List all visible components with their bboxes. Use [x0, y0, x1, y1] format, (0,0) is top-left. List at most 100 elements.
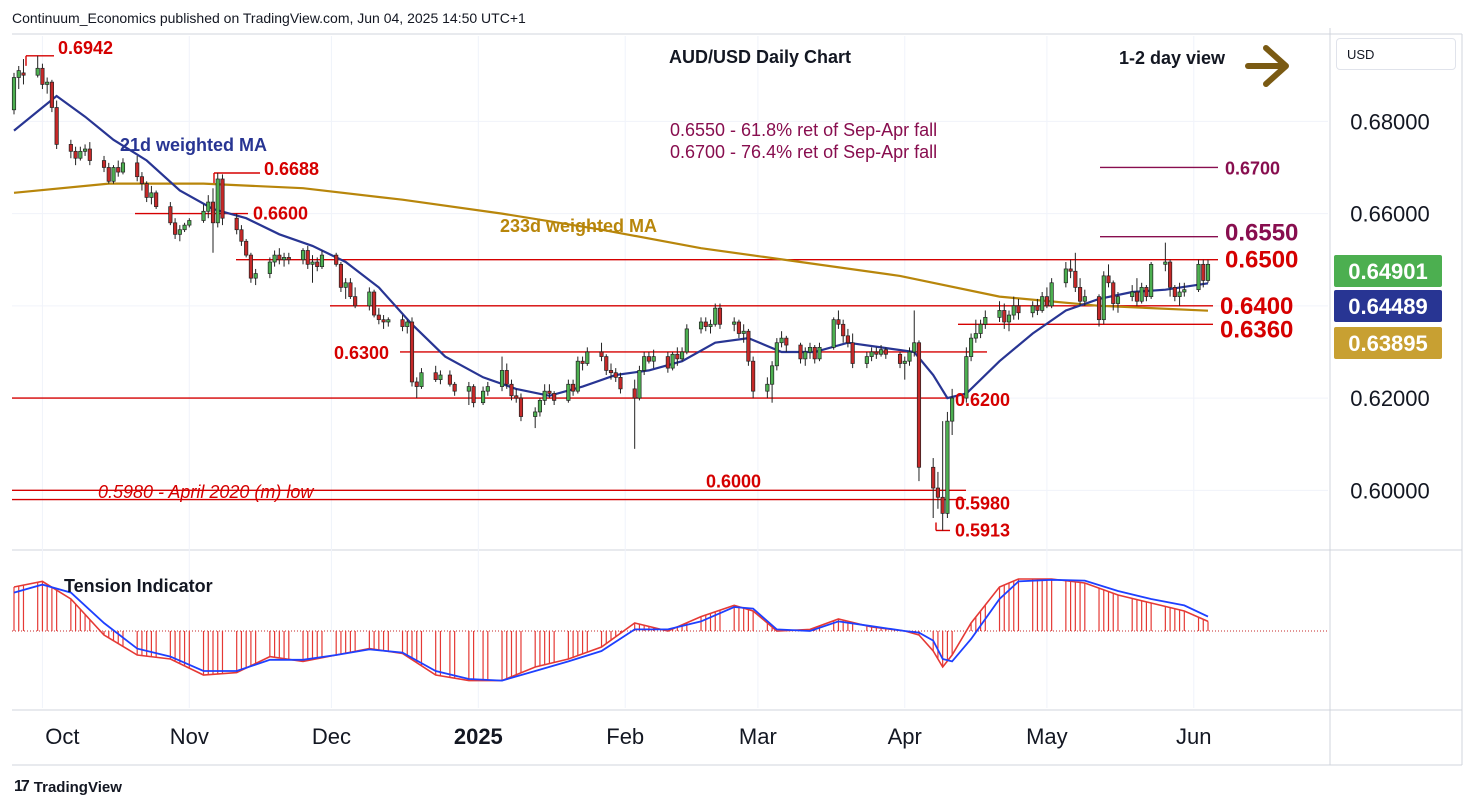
candle-body [376, 314, 381, 321]
candle [239, 225, 244, 246]
candle-body [220, 178, 225, 219]
candle-body [741, 330, 746, 334]
candle [215, 172, 220, 228]
candle-body [779, 337, 784, 344]
candle [1196, 259, 1201, 292]
ma233-label: 233d weighted MA [500, 216, 657, 236]
candle-body [698, 321, 704, 330]
candle [485, 381, 490, 396]
candle-body [547, 390, 552, 394]
candle [916, 340, 922, 482]
candle [447, 370, 452, 387]
tension-line [13, 578, 1209, 682]
retracement-note-1: 0.6550 - 61.8% ret of Sep-Apr fall [670, 120, 937, 140]
candle [680, 347, 685, 362]
candle-body [675, 353, 680, 360]
candle [537, 398, 542, 417]
candle [168, 202, 173, 226]
level-label-0_6360: 0.6360 [1220, 316, 1293, 343]
candle [779, 331, 784, 348]
x-tick-label: Jun [1176, 724, 1211, 749]
candle [348, 278, 353, 299]
candle-body [144, 183, 149, 198]
candle-body [248, 254, 253, 279]
candle [78, 146, 83, 161]
tradingview-footer[interactable]: 17 TradingView [14, 778, 122, 796]
x-tick-label: Mar [739, 724, 777, 749]
candle [1096, 294, 1102, 327]
candle [774, 338, 779, 371]
candle [1049, 278, 1054, 309]
candle [1044, 287, 1049, 309]
candle [850, 333, 855, 369]
candle-body [419, 372, 424, 387]
candle [35, 55, 40, 78]
candle-body [405, 321, 410, 327]
candle-body [272, 254, 277, 263]
candle-body [537, 400, 542, 413]
candle-body [177, 229, 182, 235]
candle [765, 377, 770, 399]
candle [452, 381, 457, 396]
candle-body [1006, 314, 1012, 323]
candle-body [239, 229, 244, 242]
axis-badge-ma21 [1334, 290, 1442, 322]
candle-body [215, 178, 220, 224]
candle [1011, 296, 1016, 320]
x-tick-label: Nov [170, 724, 209, 749]
candle [1030, 301, 1035, 318]
candle-body [310, 261, 315, 265]
candle [234, 213, 239, 235]
candle-body [381, 319, 386, 323]
candle-body [1182, 289, 1187, 293]
candle-body [210, 201, 216, 224]
candle-body [452, 383, 457, 392]
candle [1002, 303, 1007, 329]
candle [874, 347, 879, 359]
axis-badge-text-ma233: 0.63895 [1348, 331, 1428, 356]
candle [608, 363, 614, 380]
tension-indicator-pane [12, 578, 1328, 682]
candle [518, 393, 524, 422]
candle [514, 388, 519, 403]
candle [334, 252, 339, 267]
candle [49, 79, 54, 113]
candle [599, 342, 604, 362]
axis-badge-price [1334, 255, 1442, 287]
candle [286, 252, 291, 265]
candle-body [1101, 275, 1106, 321]
candle-body [1035, 305, 1040, 311]
candle [1101, 271, 1106, 325]
candle [315, 257, 320, 272]
candle-body [173, 222, 178, 235]
candle [632, 379, 637, 449]
candle-body [485, 386, 490, 392]
candle [419, 368, 424, 389]
candle-body [40, 67, 45, 85]
candle-body [305, 250, 310, 265]
candle [400, 315, 405, 332]
candle [736, 319, 741, 339]
candle [751, 356, 756, 399]
candle-body [945, 420, 950, 514]
candle-body [135, 162, 140, 178]
candle [1006, 310, 1012, 332]
level-label-0_6550: 0.6550 [1225, 220, 1298, 247]
candle [135, 155, 140, 182]
candle-body [253, 273, 258, 279]
candle [1082, 289, 1087, 306]
candle-body [969, 337, 974, 357]
candle-body [49, 81, 54, 108]
candle [504, 363, 509, 389]
candle [784, 335, 789, 352]
candle-body [149, 192, 154, 198]
candle-body [1115, 296, 1121, 304]
low-note: 0.5980 - April 2020 (m) low [98, 482, 314, 502]
candle-body [334, 254, 339, 265]
candle [353, 287, 358, 309]
candle [267, 257, 272, 279]
level-label-0_5913: 0.5913 [955, 520, 1010, 540]
currency-selector[interactable]: USD [1336, 38, 1456, 70]
candle [812, 345, 817, 364]
